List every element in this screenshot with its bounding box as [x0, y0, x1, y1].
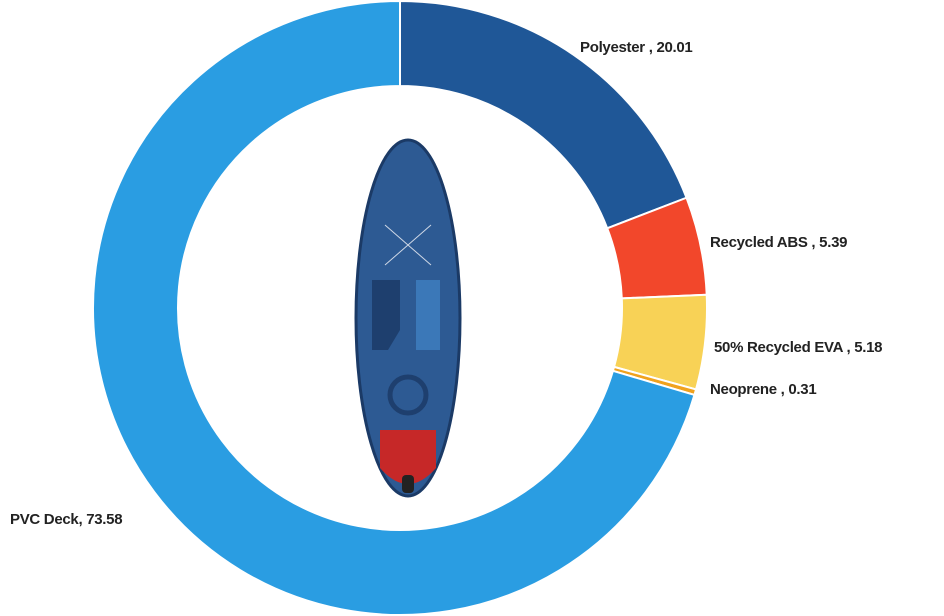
chart: Polyester , 20.01 Recycled ABS , 5.39 50% … [0, 0, 944, 616]
data-label: Neoprene , 0.31 [710, 381, 816, 398]
data-label: 50% Recycled EVA , 5.18 [714, 339, 882, 356]
data-label: Recycled ABS , 5.39 [710, 234, 847, 251]
data-label: PVC Deck, 73.58 [10, 511, 122, 528]
data-label: Polyester , 20.01 [580, 39, 692, 56]
board-illustration [356, 140, 460, 496]
